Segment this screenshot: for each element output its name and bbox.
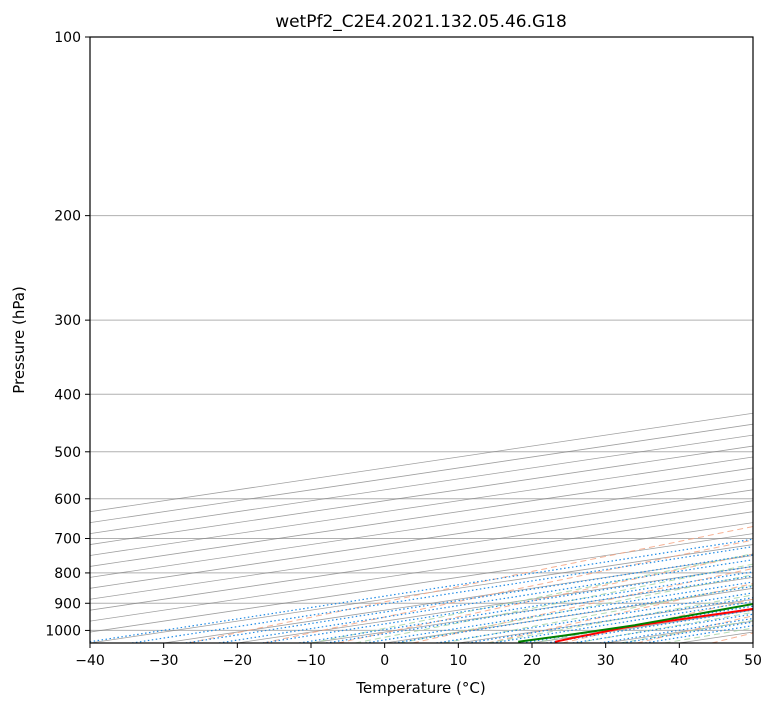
y-tick-label: 800 <box>54 566 81 582</box>
y-tick-label: 100 <box>54 30 81 46</box>
isotherm-line <box>752 642 753 643</box>
x-tick-label: −20 <box>223 653 253 669</box>
dry-adiabat-line <box>263 539 753 643</box>
y-tick-label: 600 <box>54 492 81 508</box>
isotherm-line <box>90 467 753 567</box>
mixing-ratio-line <box>299 571 753 643</box>
y-axis-title: Pressure (hPa) <box>10 286 28 394</box>
x-tick-label: −30 <box>149 653 179 669</box>
chart-title: wetPf2_C2E4.2021.132.05.46.G18 <box>275 12 567 32</box>
moist-adiabat-line <box>443 584 753 643</box>
moist-adiabat-line <box>399 574 753 643</box>
isotherm-line <box>90 533 753 633</box>
dry-adiabat-line <box>412 567 753 643</box>
y-tick-label: 200 <box>54 209 81 225</box>
y-tick-label: 900 <box>54 596 81 612</box>
x-tick-label: −10 <box>296 653 326 669</box>
y-tick-label: 1000 <box>45 623 81 639</box>
isotherm-line <box>90 500 753 600</box>
plot-background <box>90 37 753 643</box>
mixing-ratio-line <box>599 617 753 643</box>
x-tick-label: 30 <box>597 653 615 669</box>
plot-frame <box>89 36 754 644</box>
x-tick-label: 10 <box>449 653 467 669</box>
isotherm-line <box>90 511 753 611</box>
x-axis: −40 −30 −20 −10 0 10 20 30 40 50 <box>75 643 762 669</box>
x-tick-label: 0 <box>380 653 389 669</box>
x-tick-label: 50 <box>744 653 762 669</box>
dry-adiabat-line <box>487 583 753 643</box>
background-lines <box>90 37 753 643</box>
y-tick-label: 300 <box>54 313 81 329</box>
x-tick-label: 20 <box>523 653 541 669</box>
y-axis: 100 200 300 400 500 600 700 800 900 1000 <box>45 30 90 639</box>
isotherm-line <box>90 478 753 578</box>
isotherm-line <box>90 445 753 545</box>
moist-adiabat-line <box>310 553 753 643</box>
y-tick-label: 500 <box>54 445 81 461</box>
mixing-ratio-line <box>546 609 753 643</box>
mixing-ratio-line <box>90 538 753 643</box>
x-tick-label: 40 <box>670 653 688 669</box>
isotherm-line <box>90 489 753 589</box>
mixing-ratio-line <box>262 565 753 643</box>
x-axis-title: Temperature (°C) <box>355 679 485 697</box>
y-tick-label: 700 <box>54 532 81 548</box>
dry-adiabat-line <box>188 526 753 643</box>
isotherm-line <box>90 456 753 556</box>
x-tick-label: −40 <box>75 653 105 669</box>
y-tick-label: 400 <box>54 387 81 403</box>
mixing-ratio-line <box>572 613 753 643</box>
isotherm-line <box>90 522 753 622</box>
mixing-ratio-line <box>218 559 753 643</box>
mixing-ratio-line <box>185 554 753 643</box>
